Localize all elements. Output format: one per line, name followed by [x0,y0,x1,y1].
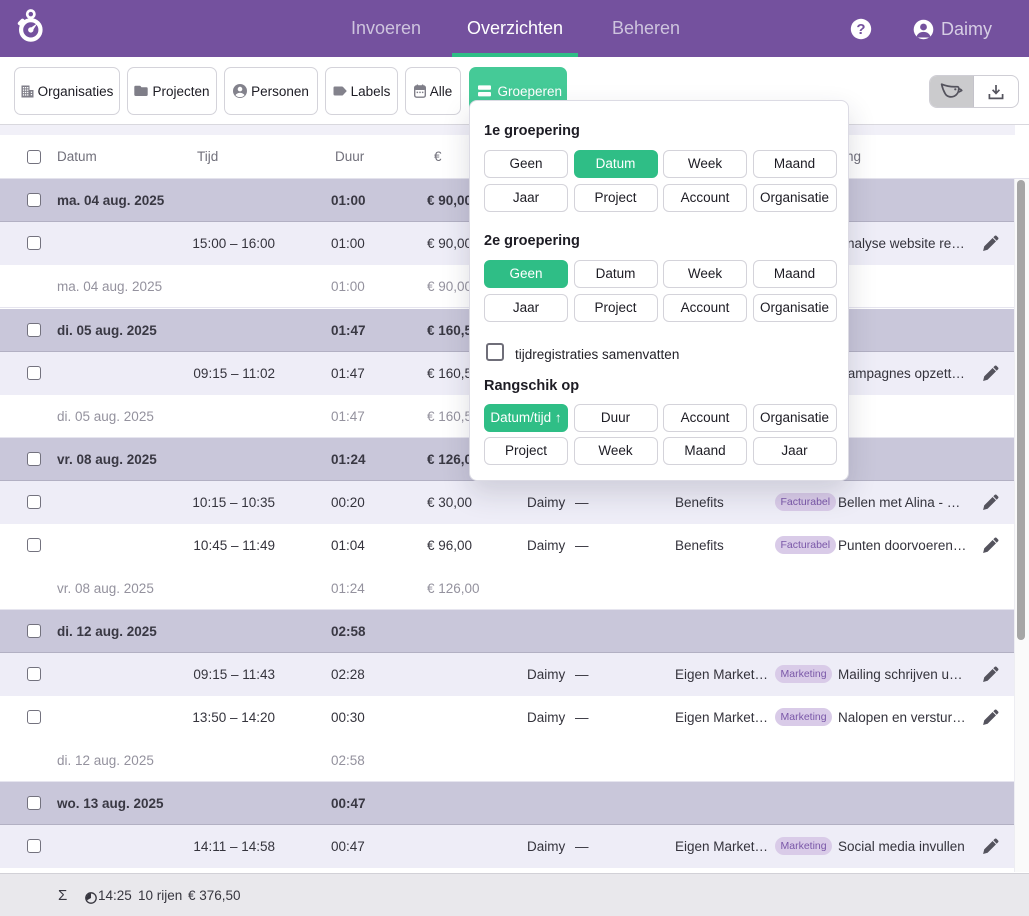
svg-text:?: ? [856,21,865,38]
